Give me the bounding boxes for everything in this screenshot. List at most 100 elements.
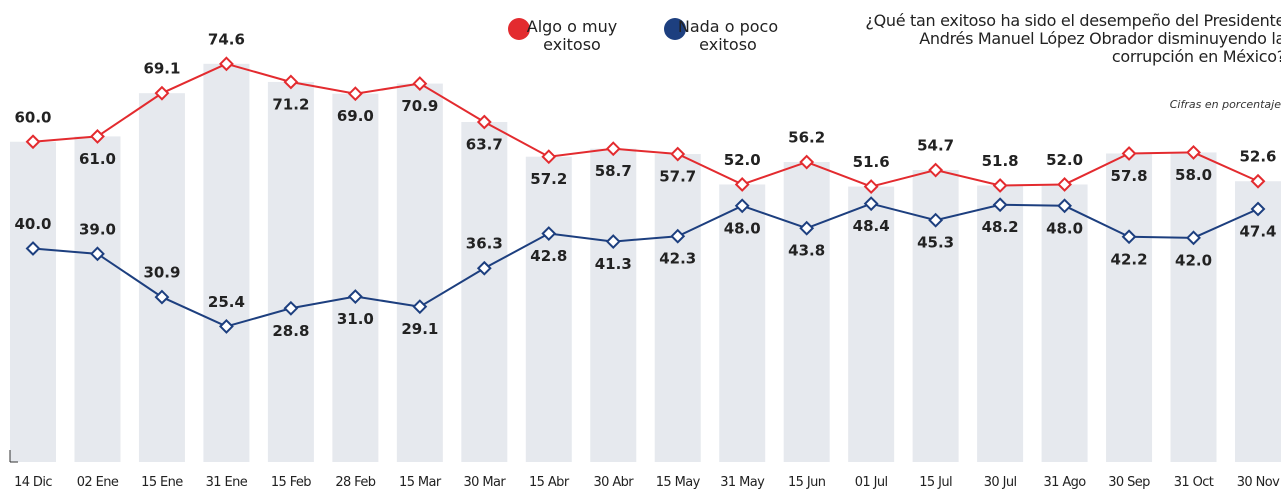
bar [396, 83, 443, 462]
marker [412, 299, 428, 315]
marker [283, 300, 299, 316]
data-label: 48.0 [1046, 219, 1083, 237]
x-tick-label: 31 May [720, 475, 765, 490]
chart-subtitle: Cifras en porcentaje [1169, 98, 1281, 111]
x-tick-label: 15 Abr [529, 475, 570, 490]
x-tick-label: 02 Ene [77, 475, 119, 490]
bar [1041, 184, 1088, 462]
data-label: 40.0 [14, 215, 51, 233]
x-tick-label: 15 Mar [399, 475, 442, 490]
data-label: 39.0 [79, 220, 116, 238]
marker [670, 146, 686, 162]
marker [992, 178, 1008, 193]
line [32, 202, 1259, 328]
marker [734, 198, 750, 214]
marker [25, 241, 41, 256]
x-tick-label: 28 Feb [335, 475, 375, 490]
marker [1250, 201, 1266, 217]
marker [412, 76, 428, 91]
marker [605, 141, 621, 157]
legend-label: Nada o poco exitoso [677, 17, 779, 54]
data-label: 36.3 [466, 235, 503, 253]
data-label: 57.8 [1111, 167, 1148, 185]
data-label: 70.9 [401, 97, 438, 115]
data-label: 51.6 [853, 153, 890, 171]
bar [74, 136, 121, 462]
bar [1170, 152, 1217, 463]
marker [219, 56, 234, 72]
x-tick-label: 31 Ene [206, 475, 248, 490]
x-tick-label: 30 Nov [1237, 475, 1280, 490]
bar [654, 154, 701, 462]
x-tick-label: 30 Sep [1108, 475, 1150, 490]
bar [10, 141, 56, 462]
data-label: 25.4 [208, 293, 245, 311]
marker [25, 134, 41, 150]
data-label: 51.8 [982, 152, 1019, 170]
legend-swatch [664, 18, 686, 40]
data-label: 42.8 [530, 247, 567, 265]
marker [863, 179, 879, 194]
marker [670, 228, 686, 244]
data-label: 63.7 [466, 136, 503, 154]
marker [219, 319, 234, 334]
data-label: 31.0 [337, 310, 374, 328]
marker [928, 162, 944, 178]
bar [203, 63, 250, 462]
marker [476, 260, 492, 276]
data-label: 58.7 [595, 162, 632, 180]
data-label: 42.3 [659, 250, 696, 268]
bar [719, 184, 766, 462]
marker [1057, 198, 1072, 214]
marker [734, 177, 750, 192]
data-label: 71.2 [272, 95, 309, 113]
x-tick-label: 15 Feb [271, 475, 311, 490]
x-tick-label: 15 Ene [141, 475, 183, 490]
marker [1186, 230, 1201, 246]
bar [590, 148, 637, 462]
marker [1186, 145, 1201, 160]
marker [154, 85, 170, 101]
data-label: 30.9 [143, 264, 180, 282]
data-label: 43.8 [788, 242, 825, 260]
data-label: 69.0 [337, 107, 374, 125]
data-label: 29.1 [401, 320, 438, 338]
data-label: 58.0 [1175, 166, 1212, 184]
marker [476, 114, 492, 130]
bar [525, 156, 572, 462]
marker [863, 196, 879, 212]
x-tick-label: 15 May [656, 475, 701, 490]
marker [154, 289, 170, 305]
x-tick-label: 15 Jun [788, 475, 826, 490]
bar [1106, 153, 1153, 462]
marker [90, 246, 105, 262]
x-tick-label: 14 Dic [14, 475, 52, 490]
x-tick-label: 30 Mar [464, 475, 507, 490]
marker [347, 289, 363, 304]
bar [977, 185, 1024, 462]
marker [90, 128, 105, 144]
legend-swatch [508, 18, 530, 40]
marker [1121, 229, 1137, 245]
x-tick-label: 31 Ago [1043, 475, 1086, 490]
marker [283, 74, 299, 90]
bar [461, 122, 508, 462]
marker [799, 220, 815, 236]
x-tick-label: 30 Abr [593, 475, 634, 490]
data-label: 74.6 [208, 30, 245, 48]
marker [541, 226, 557, 241]
marker [605, 234, 621, 249]
x-tick-label: 31 Oct [1174, 475, 1214, 490]
bar [138, 93, 185, 463]
marker [347, 86, 363, 102]
data-label: 48.2 [982, 218, 1019, 236]
data-label: 52.0 [1046, 151, 1083, 169]
data-label: 47.4 [1239, 223, 1276, 241]
marker [1057, 177, 1072, 192]
data-label: 57.7 [659, 168, 696, 186]
data-label: 41.3 [595, 255, 632, 273]
data-label: 48.4 [853, 217, 890, 235]
data-label: 54.7 [917, 137, 954, 155]
